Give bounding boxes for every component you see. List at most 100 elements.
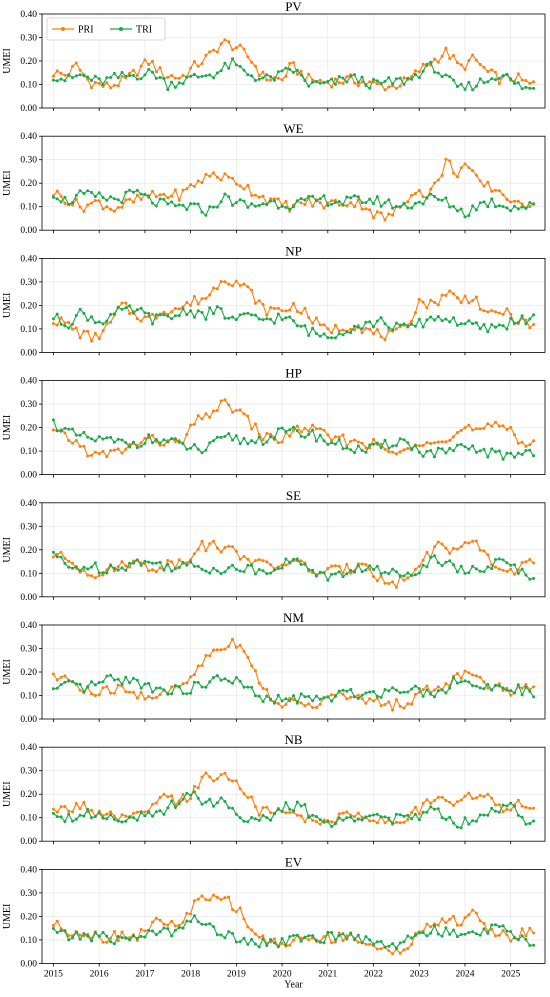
data-point-pri xyxy=(532,685,536,689)
data-point-pri xyxy=(303,704,307,708)
data-point-tri xyxy=(471,564,475,568)
data-point-tri xyxy=(532,313,536,317)
data-point-tri xyxy=(90,816,93,820)
data-point-pri xyxy=(524,444,528,448)
data-point-tri xyxy=(444,451,448,455)
data-point-tri xyxy=(59,929,63,933)
data-point-tri xyxy=(67,565,71,569)
data-point-tri xyxy=(402,438,406,442)
data-point-tri xyxy=(368,197,372,201)
data-point-tri xyxy=(101,680,105,684)
data-point-pri xyxy=(185,301,189,304)
data-point-tri xyxy=(452,449,455,453)
data-point-pri xyxy=(299,936,303,940)
data-point-pri xyxy=(455,296,459,300)
data-point-pri xyxy=(429,187,433,191)
data-point-pri xyxy=(299,430,303,434)
data-point-tri xyxy=(128,74,132,78)
data-point-tri xyxy=(246,311,250,315)
data-point-tri xyxy=(181,82,185,86)
data-point-pri xyxy=(474,674,478,678)
data-point-pri xyxy=(208,174,212,178)
data-point-pri xyxy=(444,440,448,444)
data-point-tri xyxy=(516,938,520,942)
y-tick-label: 0.20 xyxy=(20,668,37,678)
data-point-tri xyxy=(383,688,387,691)
data-point-pri xyxy=(208,293,212,297)
data-point-pri xyxy=(82,568,86,572)
data-point-tri xyxy=(158,197,162,201)
data-point-pri xyxy=(372,699,375,703)
data-point-pri xyxy=(265,431,269,435)
data-point-tri xyxy=(116,76,120,80)
panel-title: NM xyxy=(283,610,304,625)
data-point-tri xyxy=(360,201,364,205)
data-point-tri xyxy=(109,813,113,817)
data-point-tri xyxy=(166,692,170,696)
data-point-tri xyxy=(356,696,360,700)
data-point-tri xyxy=(494,923,497,927)
data-point-tri xyxy=(318,697,322,701)
data-point-pri xyxy=(90,86,93,90)
data-point-tri xyxy=(177,926,181,929)
data-point-tri xyxy=(307,432,311,436)
data-point-tri xyxy=(497,684,501,688)
data-point-tri xyxy=(74,193,78,197)
data-point-tri xyxy=(440,75,444,79)
data-point-tri xyxy=(219,200,223,204)
data-point-pri xyxy=(421,195,425,199)
data-point-pri xyxy=(132,200,135,204)
data-point-tri xyxy=(181,926,185,930)
data-point-tri xyxy=(139,563,143,567)
y-tick-label: 0.30 xyxy=(20,156,37,166)
data-point-tri xyxy=(280,809,284,813)
data-point-tri xyxy=(410,206,414,210)
data-point-pri xyxy=(303,306,307,310)
data-point-pri xyxy=(280,78,284,82)
data-point-tri xyxy=(402,322,406,326)
data-point-tri xyxy=(253,204,257,208)
data-point-tri xyxy=(55,79,59,83)
data-point-pri xyxy=(368,80,372,84)
y-tick-label: 0.20 xyxy=(20,301,37,311)
data-point-pri xyxy=(86,454,90,458)
data-point-pri xyxy=(288,811,292,814)
data-point-tri xyxy=(74,314,78,317)
data-point-tri xyxy=(497,323,501,327)
data-point-pri xyxy=(360,331,364,335)
data-point-pri xyxy=(269,811,273,815)
data-point-pri xyxy=(238,43,242,47)
data-point-tri xyxy=(212,566,215,570)
data-point-tri xyxy=(51,550,55,554)
data-point-pri xyxy=(196,414,200,418)
data-point-tri xyxy=(444,73,448,77)
data-point-tri xyxy=(231,681,234,685)
data-point-tri xyxy=(528,201,532,205)
data-point-pri xyxy=(413,69,417,73)
data-point-tri xyxy=(478,327,482,331)
data-point-tri xyxy=(71,76,74,80)
data-point-tri xyxy=(162,438,166,442)
data-point-pri xyxy=(261,70,265,74)
data-point-tri xyxy=(128,561,132,565)
data-point-pri xyxy=(494,934,497,938)
data-point-tri xyxy=(532,576,536,580)
data-point-pri xyxy=(185,681,189,685)
data-point-tri xyxy=(429,692,433,696)
data-point-tri xyxy=(238,198,242,202)
data-point-tri xyxy=(231,203,234,207)
data-point-pri xyxy=(463,68,467,71)
data-point-tri xyxy=(295,68,299,72)
data-point-pri xyxy=(345,562,349,566)
data-point-tri xyxy=(67,73,71,77)
data-point-tri xyxy=(494,809,497,813)
data-point-tri xyxy=(124,936,128,940)
data-point-pri xyxy=(494,803,497,807)
data-point-tri xyxy=(90,315,93,319)
data-point-tri xyxy=(528,317,532,321)
data-point-tri xyxy=(78,569,82,573)
data-point-tri xyxy=(474,567,478,571)
data-point-tri xyxy=(292,205,295,209)
data-point-pri xyxy=(204,296,208,300)
data-point-pri xyxy=(261,302,265,306)
